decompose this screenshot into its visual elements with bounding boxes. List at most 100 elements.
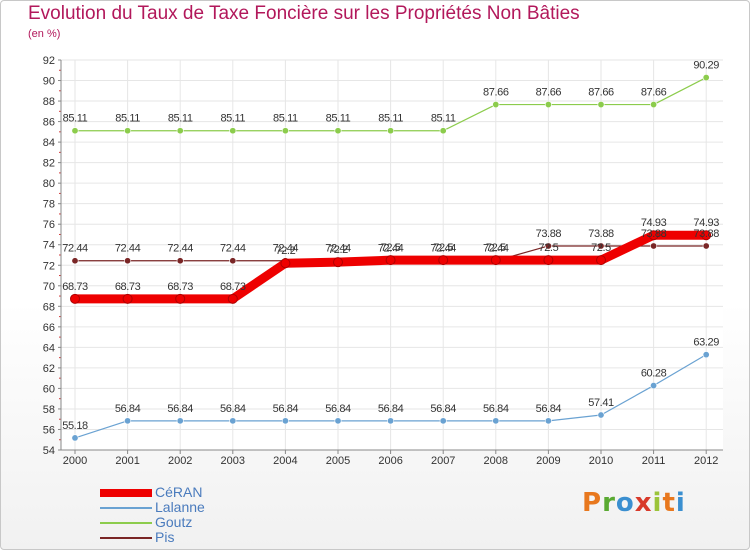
data-label-pis: 73.88 <box>641 228 667 240</box>
data-label-ceran: 68.73 <box>167 281 193 293</box>
data-label-goutz: 87.66 <box>483 87 509 99</box>
x-tick-label: 2000 <box>63 455 87 467</box>
x-tick-label: 2006 <box>378 455 402 467</box>
data-point-pis <box>124 257 132 265</box>
data-label-pis: 72.44 <box>430 243 456 255</box>
data-point-lalanne <box>71 434 79 442</box>
data-point-pis <box>597 242 605 250</box>
data-label-ceran: 72.5 <box>433 242 453 254</box>
y-tick-label: 82 <box>43 158 55 170</box>
y-tick-label: 78 <box>43 199 55 211</box>
data-point-ceran <box>333 257 343 268</box>
x-tick-label: 2009 <box>536 455 560 467</box>
data-label-goutz: 85.11 <box>378 113 403 125</box>
y-tick-label: 88 <box>43 96 55 108</box>
logo-letter: P <box>582 488 603 518</box>
y-tick-label: 58 <box>43 404 55 416</box>
logo-letter: t <box>662 488 676 518</box>
data-point-lalanne <box>492 417 500 425</box>
data-label-ceran: 72.5 <box>591 242 611 254</box>
data-point-lalanne <box>439 417 447 425</box>
data-label-lalanne: 56.84 <box>167 403 193 415</box>
y-tick-label: 62 <box>43 363 55 375</box>
data-label-goutz: 85.11 <box>168 113 193 125</box>
y-tick-label: 54 <box>43 445 55 457</box>
data-point-goutz <box>544 101 552 109</box>
chart-title: Evolution du Taux de Taxe Foncière sur l… <box>28 3 580 24</box>
data-label-ceran: 72.5 <box>538 242 558 254</box>
chart-unit-label: (en %) <box>28 28 61 40</box>
logo-letter: i <box>675 488 686 518</box>
logo-letter: o <box>615 488 635 518</box>
data-label-goutz: 87.66 <box>536 87 562 99</box>
data-label-pis: 73.88 <box>693 228 719 240</box>
data-point-goutz <box>650 101 658 109</box>
axes: 54 56 58 60 62 64 66 68 70 72 74 76 78 80 82 84 86 88 90 92… <box>43 55 723 467</box>
logo-letter: i <box>652 488 663 518</box>
legend-label: Lalanne <box>155 499 205 515</box>
data-label-pis: 72.44 <box>483 243 509 255</box>
data-point-goutz <box>281 127 289 135</box>
legend-label: Goutz <box>155 514 193 530</box>
data-label-goutz: 90.29 <box>693 60 719 72</box>
data-point-ceran <box>596 255 606 266</box>
data-label-pis: 72.44 <box>167 243 193 255</box>
data-point-pis <box>702 242 710 250</box>
data-label-lalanne: 55.18 <box>62 420 88 432</box>
series-lines <box>70 74 712 442</box>
data-label-goutz: 85.11 <box>63 113 88 125</box>
data-label-goutz: 85.11 <box>273 113 298 125</box>
legend-swatch <box>100 507 152 509</box>
data-point-goutz <box>229 127 237 135</box>
x-tick-label: 2007 <box>431 455 455 467</box>
data-label-lalanne: 63.29 <box>693 337 719 349</box>
data-point-goutz <box>124 127 132 135</box>
data-point-goutz <box>334 127 342 135</box>
x-tick-label: 2002 <box>168 455 192 467</box>
legend-label: Pis <box>155 529 175 545</box>
data-point-goutz <box>702 74 710 82</box>
data-point-ceran <box>385 255 396 266</box>
logo-letter: x <box>634 488 653 518</box>
y-tick-label: 66 <box>43 322 55 334</box>
data-label-ceran: 68.73 <box>115 281 141 293</box>
legend-swatch <box>100 522 152 524</box>
data-point-pis <box>544 242 552 250</box>
data-label-lalanne: 56.84 <box>325 403 351 415</box>
data-label-ceran: 72.2 <box>328 244 348 256</box>
y-tick-label: 84 <box>43 137 55 149</box>
data-label-goutz: 85.11 <box>220 113 245 125</box>
y-tick-label: 70 <box>43 281 55 293</box>
data-label-ceran: 72.2 <box>275 245 295 257</box>
data-point-lalanne <box>387 417 395 425</box>
y-tick-label: 72 <box>43 260 55 272</box>
data-point-ceran <box>227 293 238 304</box>
data-label-ceran: 74.93 <box>641 217 667 229</box>
data-point-pis <box>176 257 184 265</box>
data-point-lalanne <box>281 417 289 425</box>
x-tick-label: 2001 <box>115 455 139 467</box>
data-point-ceran <box>543 255 554 266</box>
data-point-goutz <box>387 127 395 135</box>
data-label-goutz: 87.66 <box>588 87 614 99</box>
data-label-lalanne: 56.84 <box>220 403 246 415</box>
data-point-lalanne <box>176 417 184 425</box>
data-label-lalanne: 56.84 <box>430 403 456 415</box>
x-tick-label: 2004 <box>273 455 297 467</box>
y-tick-label: 80 <box>43 178 55 190</box>
data-point-pis <box>71 257 79 265</box>
y-tick-label: 68 <box>43 301 55 313</box>
data-point-lalanne <box>334 417 342 425</box>
data-point-ceran <box>701 230 712 241</box>
data-label-pis: 72.44 <box>325 243 351 255</box>
y-tick-label: 76 <box>43 219 55 231</box>
data-label-pis: 72.44 <box>378 243 404 255</box>
data-label-lalanne: 56.84 <box>536 403 562 415</box>
data-label-ceran: 74.93 <box>693 217 719 229</box>
legend-swatch <box>100 489 152 497</box>
legend-swatch <box>100 537 152 539</box>
data-point-lalanne <box>124 417 132 425</box>
data-point-ceran <box>122 293 133 304</box>
x-tick-label: 2003 <box>221 455 245 467</box>
